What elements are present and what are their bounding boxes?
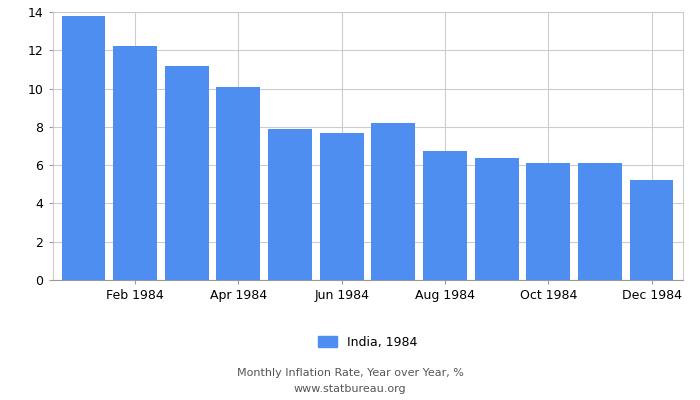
Bar xyxy=(62,16,106,280)
Text: www.statbureau.org: www.statbureau.org xyxy=(294,384,406,394)
Bar xyxy=(475,158,519,280)
Bar xyxy=(372,123,415,280)
Bar xyxy=(423,151,467,280)
Bar xyxy=(578,163,622,280)
Bar xyxy=(268,129,312,280)
Bar xyxy=(164,66,209,280)
Bar xyxy=(216,87,260,280)
Bar xyxy=(320,132,363,280)
Text: Monthly Inflation Rate, Year over Year, %: Monthly Inflation Rate, Year over Year, … xyxy=(237,368,463,378)
Bar xyxy=(629,180,673,280)
Legend: India, 1984: India, 1984 xyxy=(313,331,422,354)
Bar xyxy=(113,46,157,280)
Bar xyxy=(526,163,570,280)
